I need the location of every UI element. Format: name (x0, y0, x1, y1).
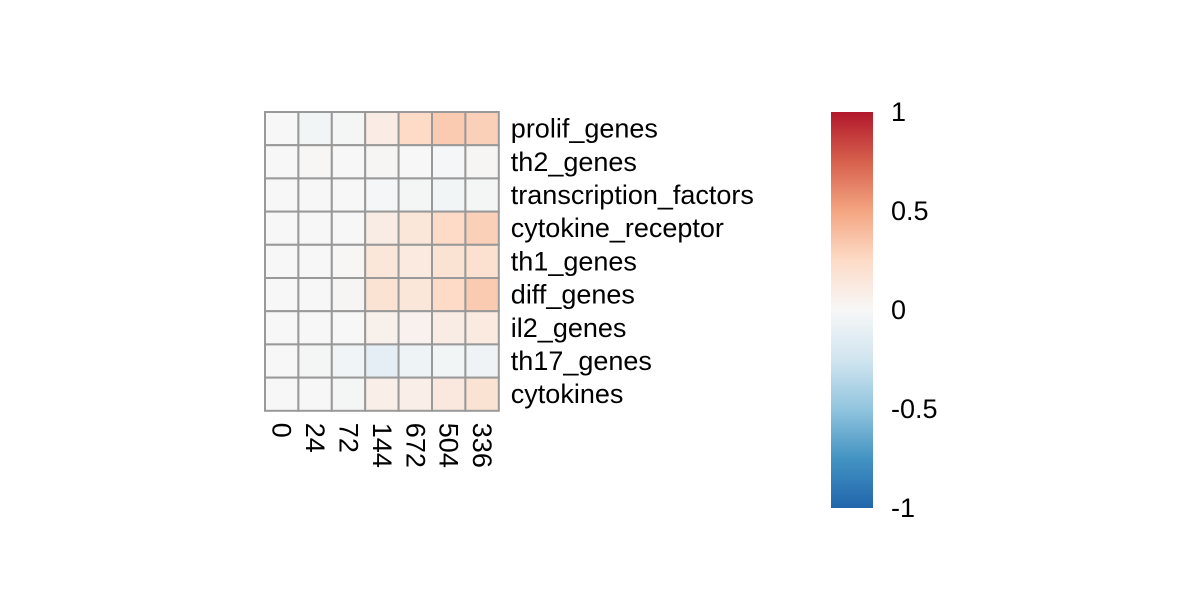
row-label-prolif_genes: prolif_genes (511, 114, 658, 144)
heatmap-cell-cytokine_receptor-24 (297, 210, 333, 246)
heatmap-cell-transcription_factors-504 (431, 177, 467, 213)
heatmap-cell-th17_genes-72 (330, 343, 367, 379)
row-label-th17_genes: th17_genes (511, 346, 652, 376)
heatmap-cell-il2_genes-144 (364, 310, 400, 346)
heatmap-cell-cytokine_receptor-72 (330, 210, 367, 246)
heatmap-cell-diff_genes-336 (464, 277, 500, 313)
heatmap-cell-diff_genes-0 (264, 277, 300, 313)
heatmap-cell-th17_genes-672 (397, 343, 434, 379)
row-labels: prolif_genesth2_genestranscription_facto… (511, 114, 754, 410)
column-label-336: 336 (467, 423, 497, 468)
heatmap-cell-th2_genes-24 (297, 144, 333, 180)
row-label-cytokines: cytokines (511, 379, 624, 409)
heatmap-cell-th2_genes-336 (464, 144, 500, 180)
heatmap-cell-cytokines-336 (464, 376, 500, 412)
heatmap-cell-il2_genes-336 (464, 310, 500, 346)
heatmap-cell-transcription_factors-144 (364, 177, 400, 213)
heatmap-cell-th17_genes-144 (364, 343, 400, 379)
legend-tick-1: 1 (891, 97, 906, 127)
heatmap-cell-cytokine_receptor-504 (431, 210, 467, 246)
heatmap-cell-cytokines-72 (330, 376, 367, 412)
heatmap-cell-transcription_factors-0 (264, 177, 300, 213)
heatmap-cell-il2_genes-504 (431, 310, 467, 346)
heatmap-cell-cytokines-0 (264, 376, 300, 412)
heatmap-cell-diff_genes-72 (330, 277, 367, 313)
heatmap-cell-cytokines-144 (364, 376, 400, 412)
heatmap-cell-cytokine_receptor-672 (397, 210, 434, 246)
row-label-diff_genes: diff_genes (511, 280, 635, 310)
heatmap-cell-th1_genes-336 (464, 243, 500, 280)
heatmap-cell-il2_genes-72 (330, 310, 367, 346)
heatmap-cell-th1_genes-672 (397, 243, 434, 280)
heatmap-cell-th1_genes-24 (297, 243, 333, 280)
heatmap-cell-prolif_genes-0 (264, 111, 300, 147)
heatmap-cell-cytokines-672 (397, 376, 434, 412)
heatmap-cell-th1_genes-0 (264, 243, 300, 280)
heatmap-cell-cytokine_receptor-0 (264, 210, 300, 246)
column-label-672: 672 (400, 423, 430, 468)
heatmap-cell-th2_genes-672 (397, 144, 434, 180)
row-label-il2_genes: il2_genes (511, 313, 627, 343)
column-label-72: 72 (334, 423, 364, 453)
heatmap-cell-th1_genes-72 (330, 243, 367, 280)
heatmap-cell-th2_genes-72 (330, 144, 367, 180)
heatmap-cell-diff_genes-24 (297, 277, 333, 313)
heatmap-cell-th2_genes-0 (264, 144, 300, 180)
heatmap-cell-th2_genes-504 (431, 144, 467, 180)
heatmap-cell-cytokines-24 (297, 376, 333, 412)
heatmap-cell-diff_genes-672 (397, 277, 434, 313)
heatmap-cell-cytokine_receptor-144 (364, 210, 400, 246)
heatmap-cell-th17_genes-504 (431, 343, 467, 379)
heatmap-cell-diff_genes-504 (431, 277, 467, 313)
heatmap-cell-prolif_genes-72 (330, 111, 367, 147)
heatmap-cell-transcription_factors-336 (464, 177, 500, 213)
column-label-504: 504 (434, 423, 464, 468)
heatmap-cell-il2_genes-0 (264, 310, 300, 346)
column-labels: 0 24 72 144 672 504 336 (267, 423, 497, 468)
heatmap-cell-prolif_genes-24 (297, 111, 333, 147)
row-label-th1_genes: th1_genes (511, 246, 637, 276)
legend-tick-0: 0 (891, 295, 906, 325)
heatmap-cell-th2_genes-144 (364, 144, 400, 180)
color-legend: 1 0.5 0 -0.5 -1 (831, 97, 938, 523)
heatmap-cell-il2_genes-24 (297, 310, 333, 346)
heatmap-cell-cytokine_receptor-336 (464, 210, 500, 246)
row-label-transcription_factors: transcription_factors (511, 180, 754, 210)
heatmap-cell-th1_genes-144 (364, 243, 400, 280)
heatmap-cell-transcription_factors-72 (330, 177, 367, 213)
row-label-cytokine_receptor: cytokine_receptor (511, 213, 724, 243)
heatmap-cell-prolif_genes-672 (397, 111, 434, 147)
heatmap-cell-th1_genes-504 (431, 243, 467, 280)
legend-tick-0.5: 0.5 (891, 196, 929, 226)
heatmap-cell-th17_genes-0 (264, 343, 300, 379)
heatmap-cell-th17_genes-336 (464, 343, 500, 379)
heatmap-cell-th17_genes-24 (297, 343, 333, 379)
column-label-24: 24 (300, 423, 330, 453)
heatmap-cell-transcription_factors-672 (397, 177, 434, 213)
heatmap-cell-il2_genes-672 (397, 310, 434, 346)
heatmap-cell-prolif_genes-144 (364, 111, 400, 147)
heatmap-cell-transcription_factors-24 (297, 177, 333, 213)
legend-tick-labels: 1 0.5 0 -0.5 -1 (891, 97, 938, 523)
heatmap-cells (264, 111, 500, 412)
heatmap-cell-cytokines-504 (431, 376, 467, 412)
legend-tick--1: -1 (891, 493, 915, 523)
row-label-th2_genes: th2_genes (511, 147, 637, 177)
heatmap-cell-prolif_genes-504 (431, 111, 467, 147)
heatmap-cell-diff_genes-144 (364, 277, 400, 313)
legend-tick--0.5: -0.5 (891, 394, 938, 424)
heatmap-cell-prolif_genes-336 (464, 111, 500, 147)
column-label-144: 144 (367, 423, 397, 468)
column-label-0: 0 (267, 423, 297, 438)
legend-color-bar (831, 112, 873, 508)
